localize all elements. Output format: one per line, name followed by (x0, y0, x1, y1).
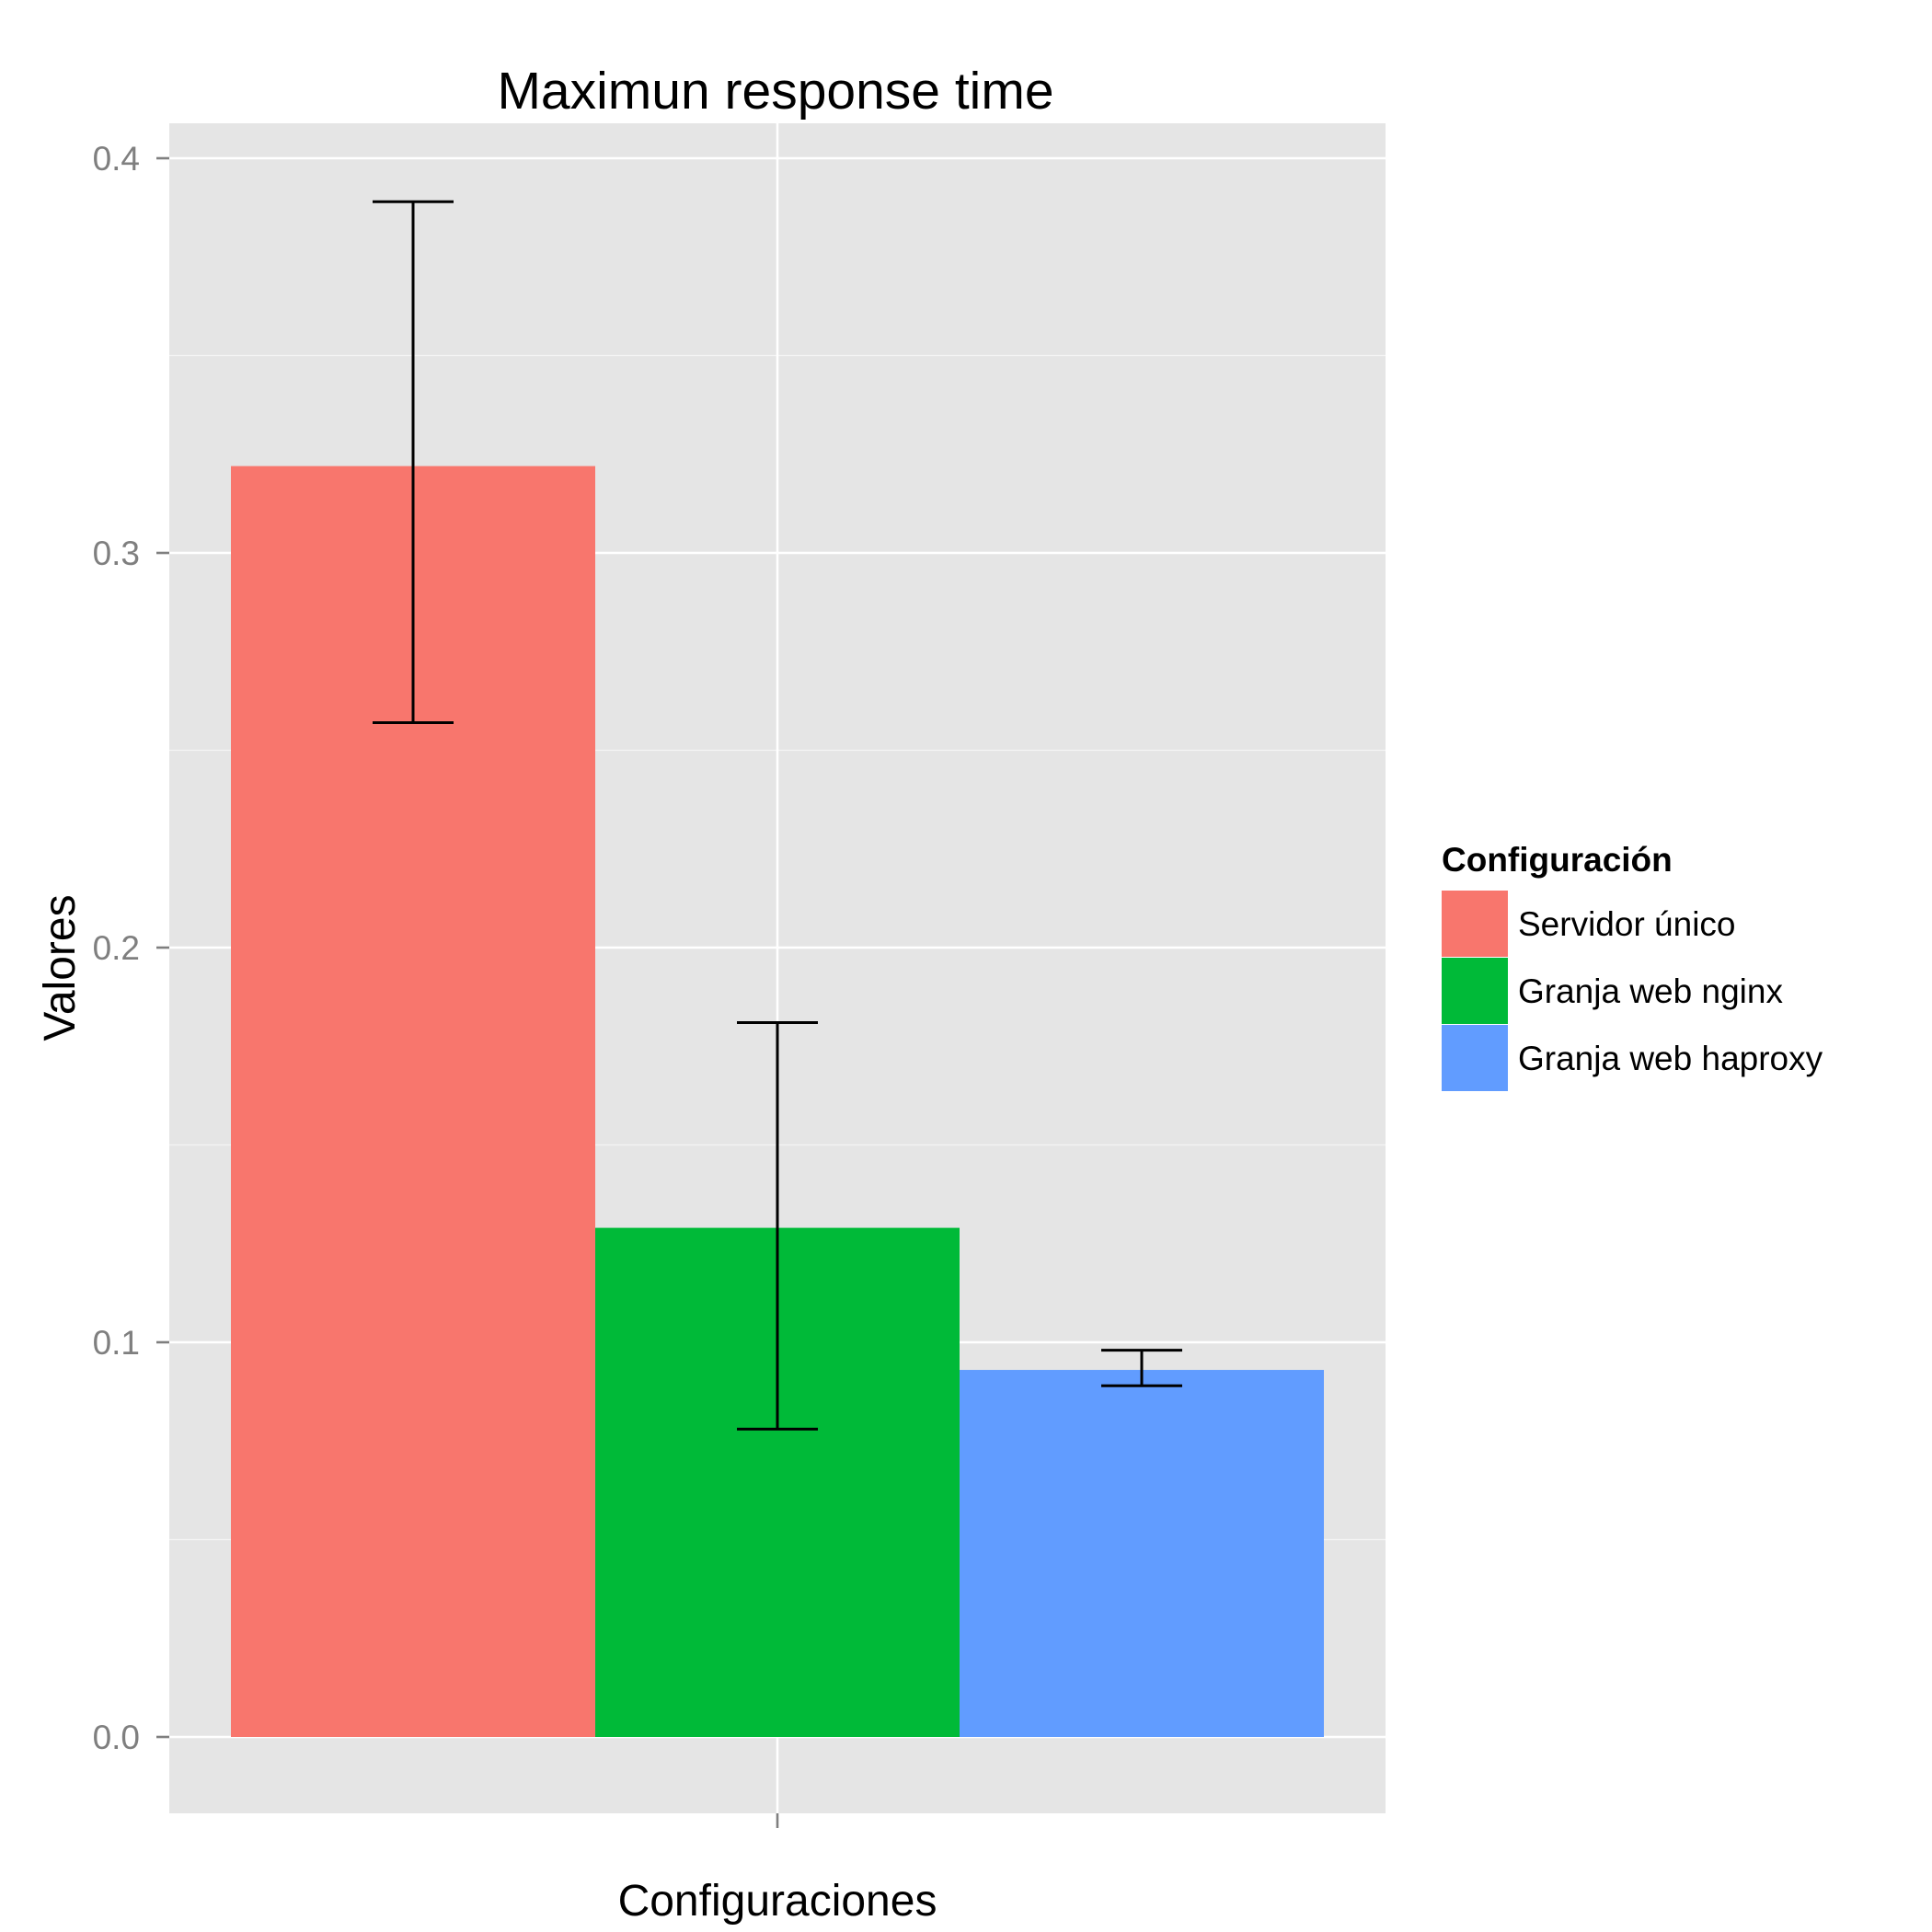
legend-key-granja-web-haproxy (1442, 1025, 1508, 1091)
y-tick-label: 0.2 (93, 929, 140, 967)
legend-label-granja-web-haproxy: Granja web haproxy (1518, 1040, 1823, 1077)
y-axis: 0.0 0.1 0.2 0.3 0.4 (93, 140, 169, 1756)
bars (231, 466, 1324, 1737)
y-tick-label: 0.0 (93, 1719, 140, 1756)
legend-label-servidor-unico: Servidor único (1518, 905, 1736, 943)
legend: Configuración Servidor único Granja web n… (1442, 841, 1823, 1091)
y-axis-title: Valores (36, 894, 85, 1041)
x-axis-title: Configuraciones (618, 1877, 937, 1926)
y-tick-label: 0.4 (93, 140, 140, 178)
y-tick-label: 0.3 (93, 535, 140, 572)
legend-key-servidor-unico (1442, 891, 1508, 957)
error-bars (373, 200, 1182, 1431)
chart-title: Maximun response time (497, 62, 1053, 121)
legend-key-granja-web-nginx (1442, 958, 1508, 1024)
legend-title: Configuración (1442, 841, 1673, 879)
legend-label-granja-web-nginx: Granja web nginx (1518, 972, 1783, 1010)
y-tick-label: 0.1 (93, 1324, 140, 1362)
bar-granja-web-haproxy (960, 1370, 1324, 1737)
